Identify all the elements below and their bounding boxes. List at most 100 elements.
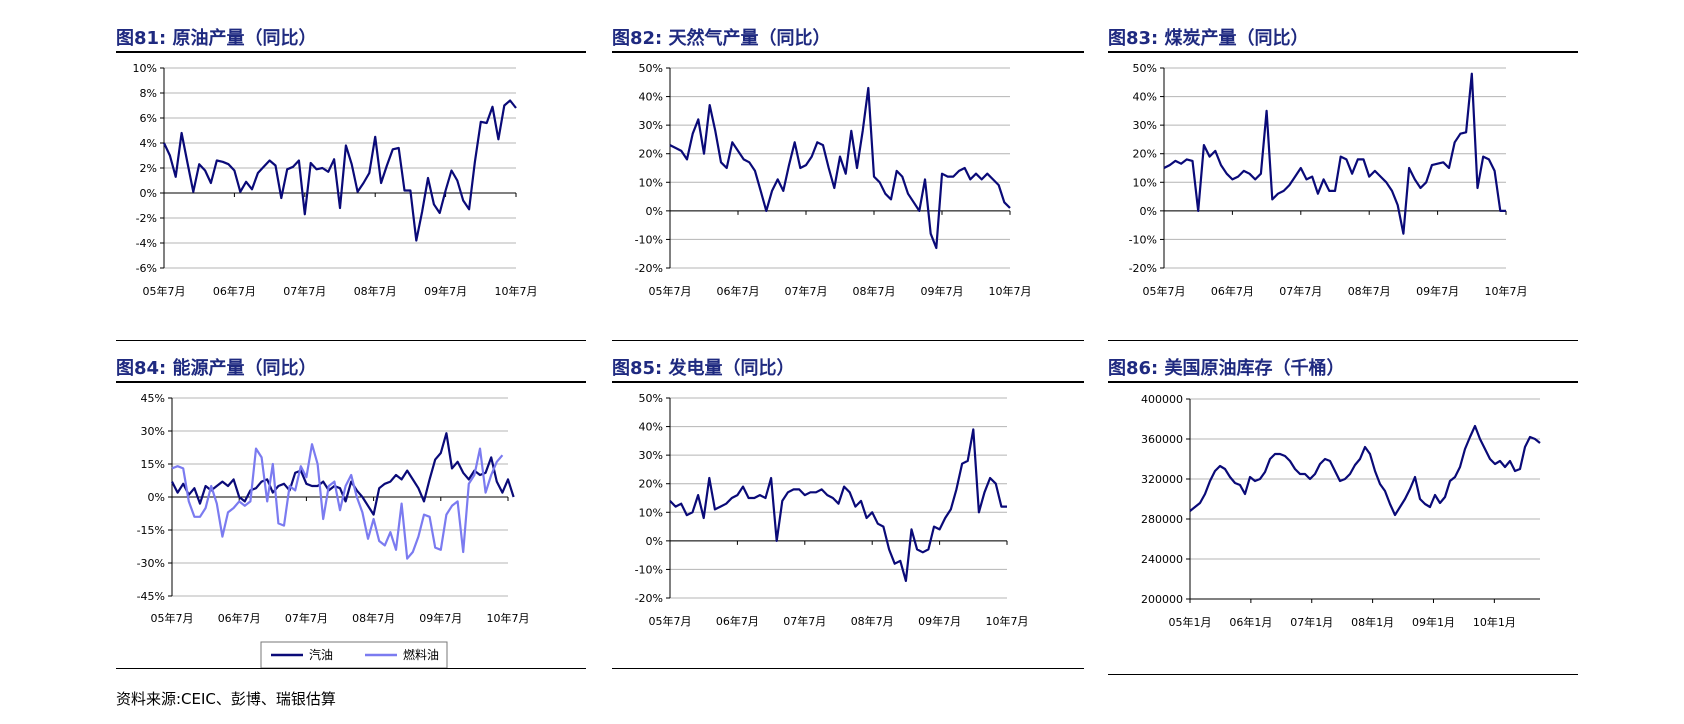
x-tick-label: 06年7月 [716,614,759,628]
y-tick-label: -20% [635,592,663,605]
x-tick-label: 06年7月 [717,284,760,298]
chart-svg: 200000 240000 280000 320000 360000 400000 05年1… [1141,393,1541,629]
x-tick-label: 07年7月 [783,614,826,628]
series-line-0 [163,99,517,242]
chart-title: 图85: 发电量（同比） [612,358,795,379]
y-tick-label: 10% [133,62,157,75]
y-tick-label: 0% [148,491,165,504]
y-tick-label: -10% [635,233,663,246]
x-tick-label: 09年7月 [1416,284,1459,298]
y-tick-label: 30% [1133,119,1157,132]
y-tick-label: 2% [140,162,157,175]
x-tick-label: 08年7月 [354,284,397,298]
title-rule [1108,381,1578,383]
y-tick-label: 20% [639,148,663,161]
x-tick-label: 07年7月 [285,611,328,625]
title-rule [116,381,586,383]
x-tick-label: 09年7月 [424,284,467,298]
y-tick-label: 200000 [1141,593,1183,606]
x-tick-label: 09年7月 [921,284,964,298]
chart-title: 图81: 原油产量（同比） [116,28,317,49]
x-tick-label: 10年7月 [1485,284,1528,298]
y-tick-label: 0% [646,535,663,548]
y-tick-label: 30% [141,425,165,438]
y-tick-label: -10% [635,563,663,576]
chart-svg: -20% -10% 0% 10% 20% 30% 40% 50% 05年7月 06年7月 07年7月… [635,62,1032,298]
x-tick-label: 07年1月 [1290,615,1333,629]
legend-label: 汽油 [309,647,333,662]
series-line-0 [1163,72,1506,235]
y-tick-label: -20% [635,262,663,275]
x-tick-label: 09年7月 [918,614,961,628]
y-tick-label: 360000 [1141,433,1183,446]
x-tick-label: 07年7月 [1279,284,1322,298]
y-tick-label: 50% [1133,62,1157,75]
y-tick-label: 40% [639,421,663,434]
y-tick-label: -45% [137,590,165,603]
bottom-rule [116,340,586,341]
x-tick-label: 10年7月 [495,284,538,298]
chart-panel-85: 图85: 发电量（同比） -20% -10% 0% 10% 20% 30% 40% 50% 05… [612,354,1084,674]
x-tick-label: 08年1月 [1351,615,1394,629]
chart-title: 图84: 能源产量（同比） [116,358,317,379]
chart-svg: -45% -30% -15% 0% 15% 30% 45% 05年7月 06年7月 07年7月 08… [137,392,530,669]
chart-panel-81: 图81: 原油产量（同比） -6% -4% -2% 0% 2% 4% 6% 8% 10% 05年7… [116,24,586,344]
chart-svg: -20% -10% 0% 10% 20% 30% 40% 50% 05年7月 06年7月 07年7月… [1129,62,1528,298]
x-tick-label: 10年1月 [1473,615,1516,629]
title-rule [116,51,586,53]
chart-panel-84: 图84: 能源产量（同比） -45% -30% -15% 0% 15% 30% 45% 05年… [116,354,586,674]
title-rule [612,51,1084,53]
y-tick-label: 280000 [1141,513,1183,526]
x-tick-label: 05年7月 [649,284,692,298]
bottom-rule [612,340,1084,341]
x-tick-label: 05年7月 [143,284,186,298]
chart-title: 图83: 煤炭产量（同比） [1108,28,1309,49]
chart-panel-86: 图86: 美国原油库存（千桶） 200000 240000 280000 320000… [1108,354,1578,684]
x-tick-label: 08年7月 [1348,284,1391,298]
chart-svg: -6% -4% -2% 0% 2% 4% 6% 8% 10% 05年7月 06年7月 07年7月 08年… [133,62,538,298]
y-tick-label: -15% [137,524,165,537]
series-line-0 [669,428,1007,582]
x-tick-label: 07年7月 [283,284,326,298]
y-tick-label: 0% [1140,205,1157,218]
y-tick-label: 30% [639,449,663,462]
y-tick-label: 0% [140,187,157,200]
y-tick-label: 50% [639,62,663,75]
y-tick-label: 50% [639,392,663,405]
x-tick-label: 05年7月 [649,614,692,628]
x-tick-label: 05年7月 [151,611,194,625]
y-tick-label: 10% [639,176,663,189]
bottom-rule [1108,340,1578,341]
x-tick-label: 06年1月 [1229,615,1272,629]
chart-title: 图82: 天然气产量（同比） [612,28,831,49]
series-line-0 [1189,424,1541,517]
y-tick-label: -20% [1129,262,1157,275]
y-tick-label: -2% [136,212,157,225]
title-rule [1108,51,1578,53]
chart-title: 图86: 美国原油库存（千桶） [1108,358,1345,379]
y-tick-label: 20% [1133,148,1157,161]
source-note: 资料来源:CEIC、彭博、瑞银估算 [116,690,336,708]
x-tick-label: 06年7月 [213,284,256,298]
y-tick-label: 10% [639,506,663,519]
series-line-0 [669,86,1011,250]
bottom-rule [116,668,586,669]
x-tick-label: 08年7月 [853,284,896,298]
y-tick-label: 240000 [1141,553,1183,566]
y-tick-label: 40% [639,91,663,104]
y-tick-label: 10% [1133,176,1157,189]
y-tick-label: 45% [141,392,165,405]
legend-label: 燃料油 [403,647,439,662]
chart-panel-83: 图83: 煤炭产量（同比） -20% -10% 0% 10% 20% 30% 40% 50% 0… [1108,24,1578,344]
bottom-rule [612,668,1084,669]
x-tick-label: 10年7月 [989,284,1032,298]
title-rule [612,381,1084,383]
y-tick-label: 20% [639,478,663,491]
x-tick-label: 08年7月 [851,614,894,628]
chart-panel-82: 图82: 天然气产量（同比） -20% -10% 0% 10% 20% 30% 40% 50%… [612,24,1084,344]
x-tick-label: 05年1月 [1169,615,1212,629]
series-line-1 [171,443,504,560]
y-tick-label: -10% [1129,233,1157,246]
x-tick-label: 09年1月 [1412,615,1455,629]
x-tick-label: 10年7月 [487,611,530,625]
